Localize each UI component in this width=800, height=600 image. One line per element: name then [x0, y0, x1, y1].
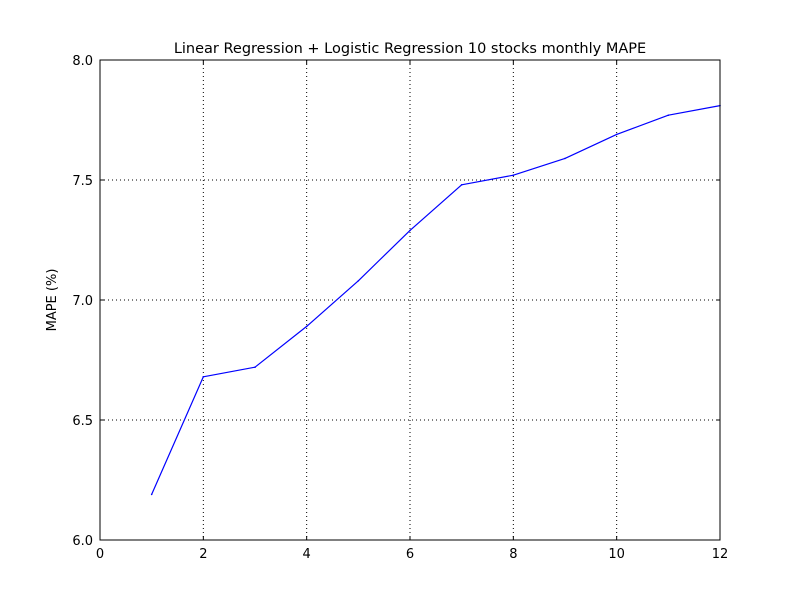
data-point [150, 493, 153, 496]
data-point [615, 133, 618, 136]
y-axis-label: MAPE (%) [45, 269, 60, 332]
y-tick-label: 6.5 [72, 414, 93, 429]
chart-title: Linear Regression + Logistic Regression … [174, 41, 646, 57]
x-tick-label: 10 [608, 547, 625, 562]
ticks: 0 2 4 6 8 10 12 6.0 6.5 7.0 7.5 8.0 [72, 54, 728, 562]
x-tick-label: 6 [406, 547, 414, 562]
x-tick-label: 2 [199, 547, 207, 562]
grid [100, 60, 720, 540]
series-line [151, 105, 721, 495]
data-point [564, 157, 566, 160]
data-point [202, 376, 205, 378]
data-point [409, 229, 411, 232]
x-tick-label: 12 [712, 547, 729, 562]
y-tick-label: 8.0 [72, 54, 93, 69]
series-layer [150, 104, 721, 496]
data-point [512, 174, 515, 176]
y-tick-label: 6.0 [72, 534, 93, 549]
x-tick-label: 8 [509, 547, 517, 562]
data-point [254, 366, 256, 369]
data-point [667, 114, 670, 116]
x-tick-label: 4 [303, 547, 311, 562]
data-point [460, 184, 463, 186]
data-point [357, 280, 360, 282]
y-tick-label: 7.5 [72, 174, 93, 189]
x-tick-label: 0 [96, 547, 104, 562]
y-tick-label: 7.0 [72, 294, 93, 309]
data-point [305, 325, 308, 328]
